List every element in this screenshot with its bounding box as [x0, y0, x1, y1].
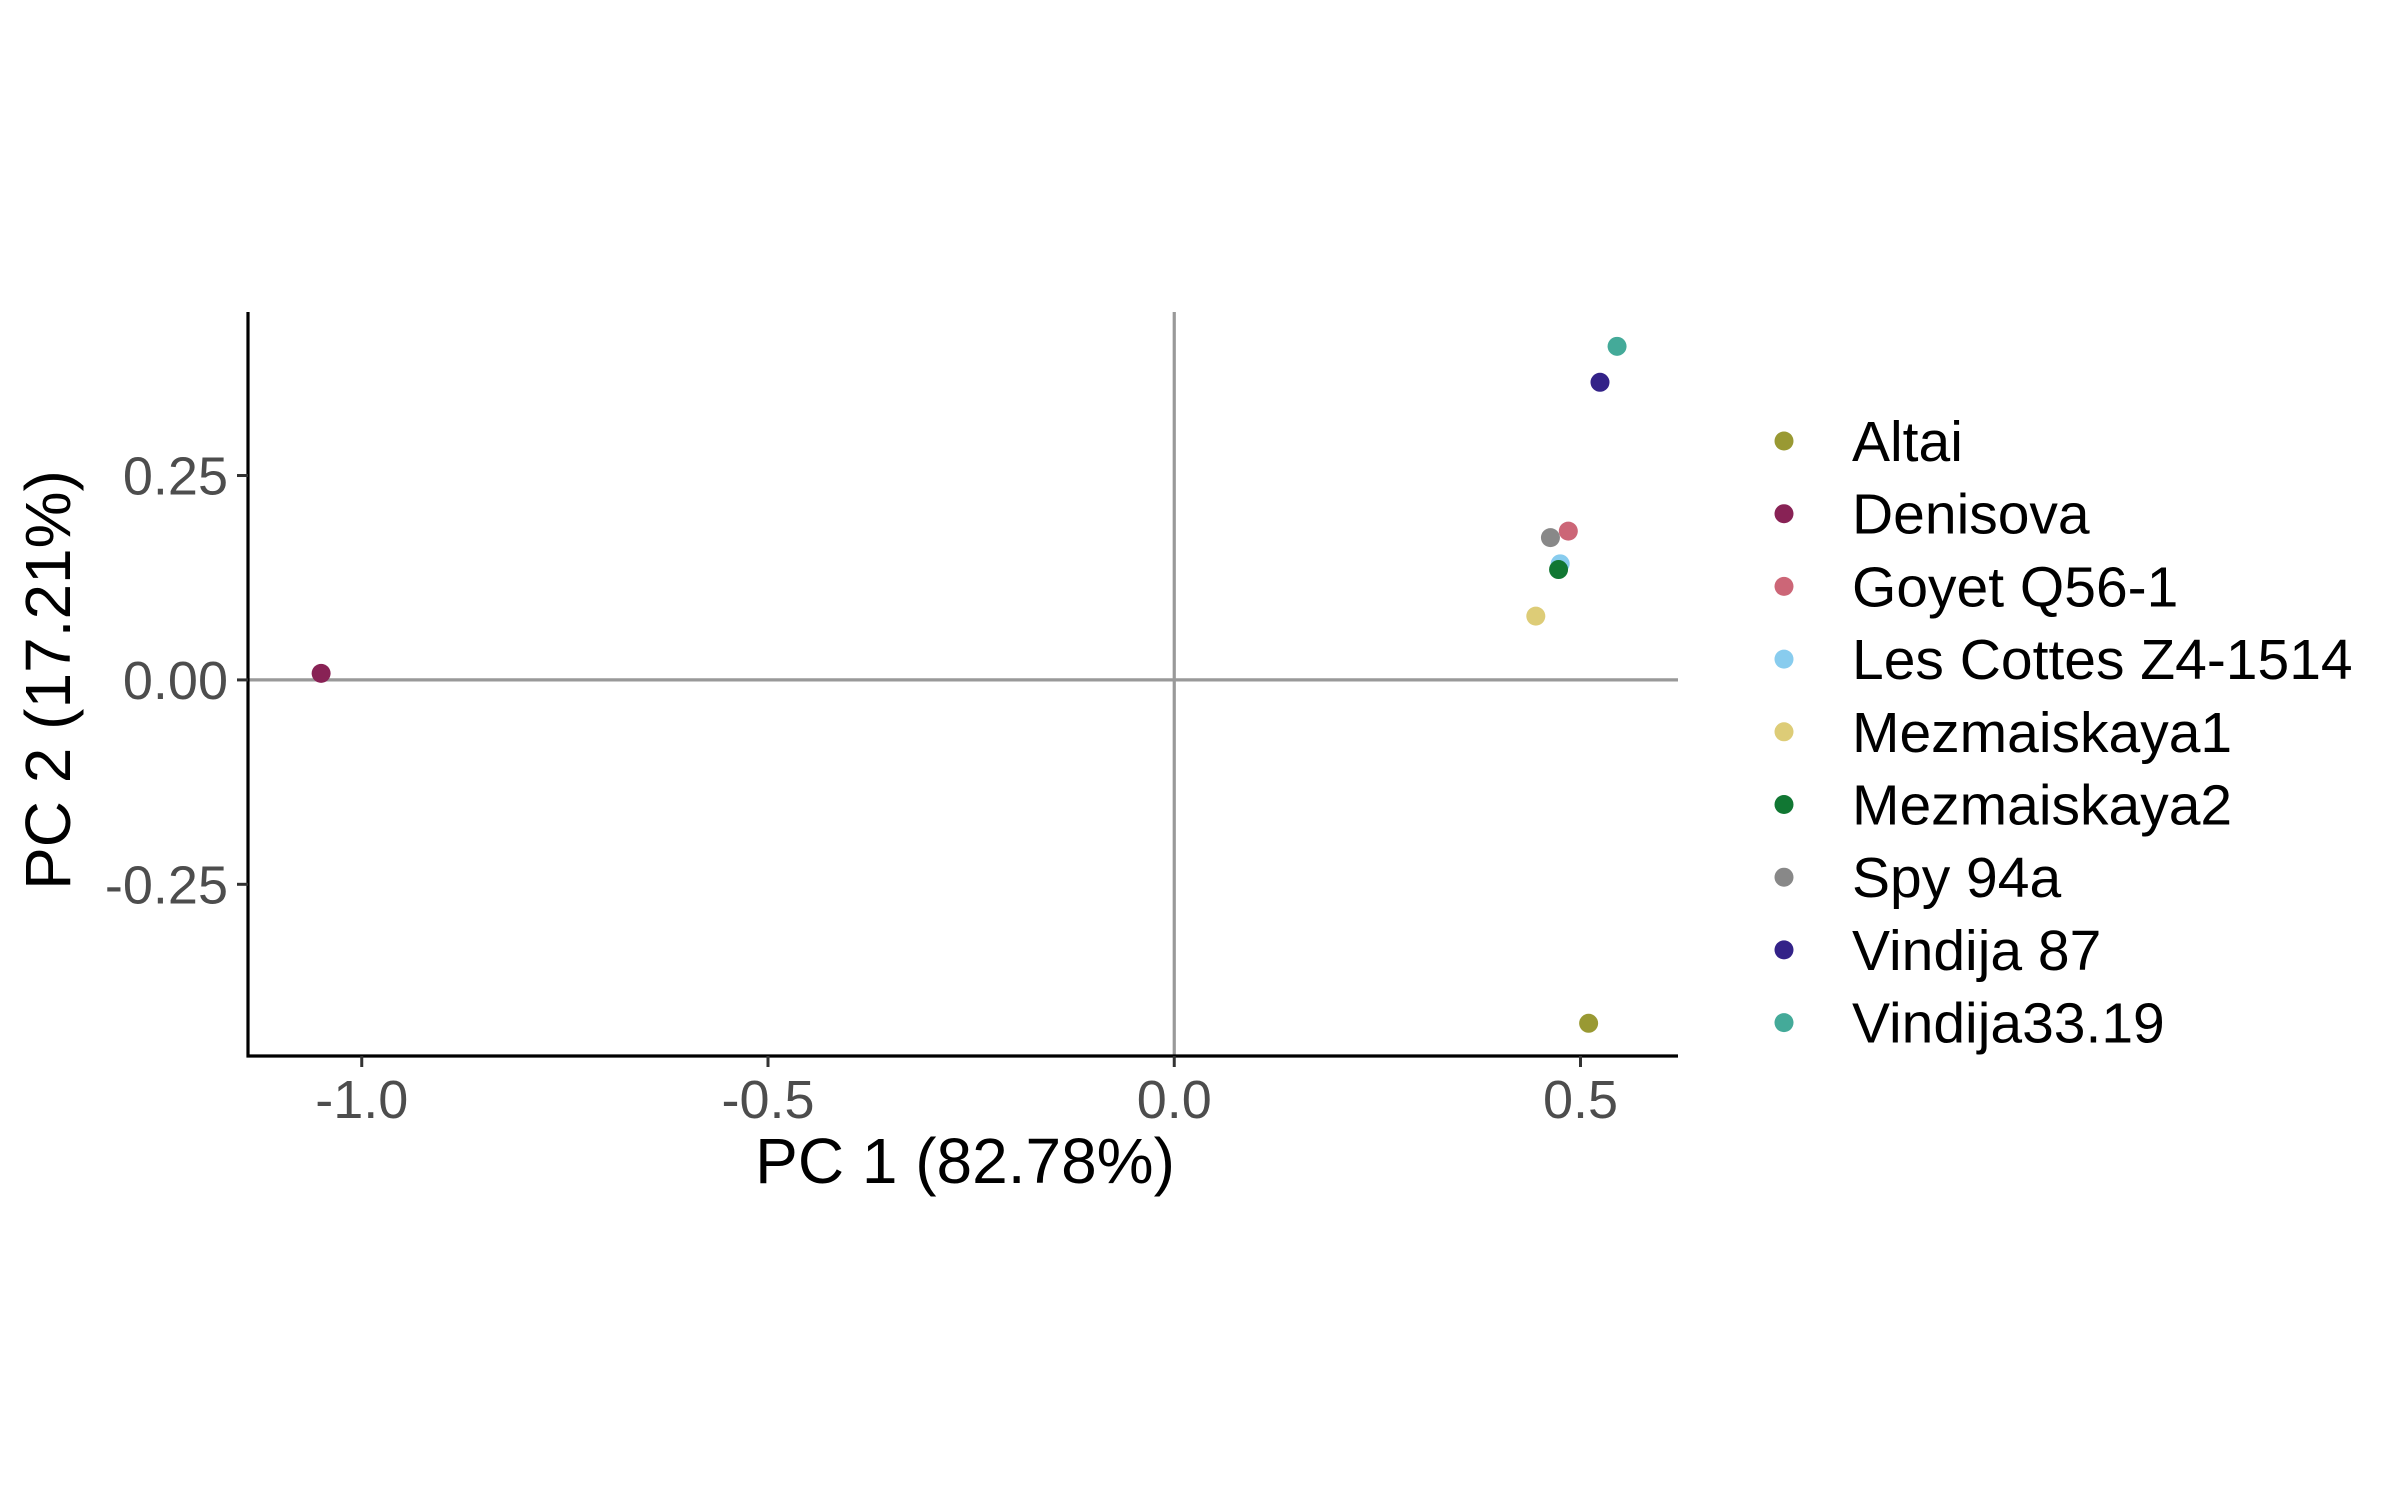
legend-key	[1774, 576, 1794, 596]
legend-label: Altai	[1852, 410, 1963, 474]
legend-label: Les Cottes Z4-1514	[1852, 628, 2353, 692]
y-axis-ticks: 0.25 0.00 -0.25	[105, 447, 248, 915]
y-tick-label: -0.25	[105, 855, 228, 915]
reference-lines	[248, 312, 1678, 1056]
y-tick-label: 0.25	[123, 447, 228, 507]
legend: Altai Denisova Goyet Q56-1 Les Cottes Z4-15…	[1774, 410, 2353, 1056]
y-tick-label: 0.00	[123, 651, 228, 711]
legend-key	[1774, 940, 1794, 960]
legend-key	[1774, 867, 1794, 887]
axes	[246, 312, 1678, 1058]
point-vindija-87	[1590, 372, 1610, 392]
x-axis-ticks: -1.0 -0.5 0.0 0.5	[315, 1056, 1618, 1130]
legend-label: Mezmaiskaya2	[1852, 774, 2232, 838]
point-mezmaiskaya1	[1526, 606, 1546, 626]
x-tick-label: 0.0	[1137, 1070, 1212, 1130]
x-tick-label: -1.0	[315, 1070, 408, 1130]
legend-label: Vindija33.19	[1852, 992, 2165, 1056]
point-vindija33-19	[1607, 336, 1627, 356]
legend-key	[1774, 649, 1794, 669]
point-mezmaiskaya2	[1549, 560, 1569, 580]
data-points	[311, 336, 1627, 1033]
x-tick-label: -0.5	[721, 1070, 814, 1130]
legend-key	[1774, 722, 1794, 742]
legend-label: Denisova	[1852, 483, 2090, 547]
x-axis-title: PC 1 (82.78%)	[755, 1125, 1175, 1197]
point-denisova	[311, 663, 331, 683]
y-axis-title: PC 2 (17.21%)	[12, 470, 84, 890]
legend-key	[1774, 504, 1794, 524]
point-altai	[1579, 1013, 1599, 1033]
legend-key	[1774, 1013, 1794, 1033]
legend-key	[1774, 431, 1794, 451]
legend-label: Mezmaiskaya1	[1852, 701, 2232, 765]
legend-key	[1774, 795, 1794, 814]
point-goyet-q56-1	[1558, 521, 1578, 541]
legend-label: Spy 94a	[1852, 846, 2061, 910]
x-tick-label: 0.5	[1543, 1070, 1618, 1130]
legend-label: Goyet Q56-1	[1852, 555, 2178, 619]
plot-area: -1.0 -0.5 0.0 0.5 0.25 0.00 -0.25	[105, 312, 1678, 1130]
legend-label: Vindija 87	[1852, 919, 2101, 983]
point-spy-94a	[1540, 528, 1560, 548]
